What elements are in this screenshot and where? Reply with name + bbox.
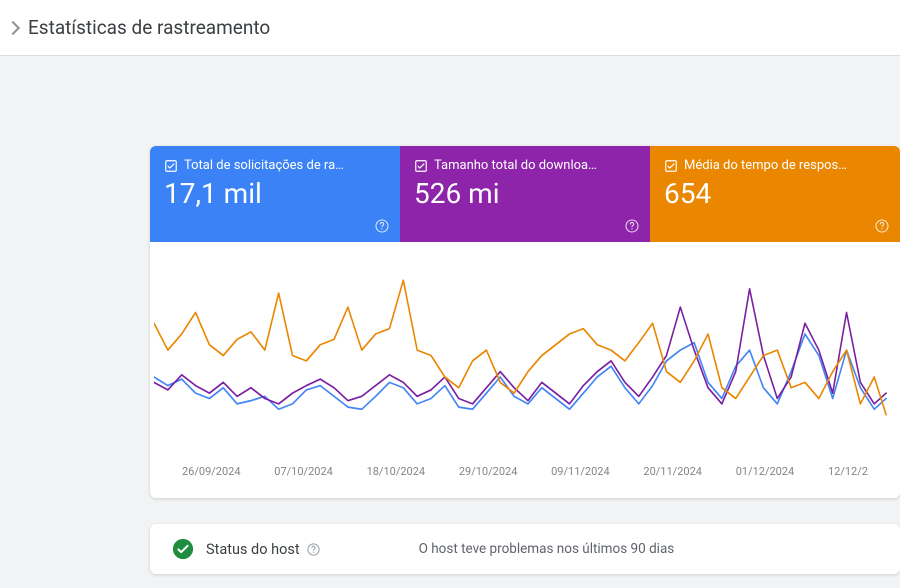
metric-card-0[interactable]: Total de solicitações de ra… 17,1 mil	[150, 146, 400, 242]
host-status-message: O host teve problemas nos últimos 90 dia…	[419, 541, 675, 557]
x-axis-label: 01/12/2024	[736, 465, 795, 478]
metric-card-2[interactable]: Média do tempo de respos… 654	[650, 146, 900, 242]
help-icon[interactable]	[306, 542, 321, 557]
metric-card-value: 654	[664, 179, 886, 210]
x-axis-label: 29/10/2024	[459, 465, 518, 478]
host-status-panel[interactable]: Status do host O host teve problemas nos…	[150, 524, 900, 574]
chevron-right-icon	[6, 20, 20, 34]
checkbox-icon[interactable]	[414, 159, 428, 173]
metric-card-label: Tamanho total do downloa…	[434, 158, 597, 173]
chart-area: 26/09/2024 07/10/2024 18/10/2024 29/10/2024…	[150, 242, 900, 498]
metric-card-label: Total de solicitações de ra…	[184, 158, 344, 173]
host-status-label: Status do host	[206, 541, 300, 558]
chart-series-download	[154, 289, 886, 404]
host-status-title: Status do host	[206, 541, 321, 558]
help-icon[interactable]	[874, 218, 890, 234]
check-circle-icon	[172, 538, 194, 560]
checkbox-icon[interactable]	[164, 159, 178, 173]
x-axis-label: 26/09/2024	[182, 465, 241, 478]
x-axis-label: 09/11/2024	[551, 465, 610, 478]
metric-card-value: 526 mi	[414, 179, 636, 210]
page-header: Estatísticas de rastreamento	[0, 0, 900, 56]
x-axis-label: 07/10/2024	[274, 465, 333, 478]
chart-x-axis: 26/09/2024 07/10/2024 18/10/2024 29/10/2024…	[154, 463, 896, 494]
help-icon[interactable]	[624, 218, 640, 234]
metric-card-1[interactable]: Tamanho total do downloa… 526 mi	[400, 146, 650, 242]
page-title: Estatísticas de rastreamento	[28, 16, 270, 39]
content-area: Total de solicitações de ra… 17,1 mil Tama…	[0, 56, 900, 574]
metric-card-header: Média do tempo de respos…	[664, 158, 886, 173]
line-chart	[154, 248, 896, 463]
x-axis-label: 18/10/2024	[367, 465, 426, 478]
metric-card-label: Média do tempo de respos…	[684, 158, 847, 173]
checkbox-icon[interactable]	[664, 159, 678, 173]
x-axis-label: 20/11/2024	[643, 465, 702, 478]
crawl-stats-panel: Total de solicitações de ra… 17,1 mil Tama…	[150, 146, 900, 498]
help-icon[interactable]	[374, 218, 390, 234]
metric-card-header: Total de solicitações de ra…	[164, 158, 386, 173]
metric-card-value: 17,1 mil	[164, 179, 386, 210]
metric-card-header: Tamanho total do downloa…	[414, 158, 636, 173]
metric-cards-row: Total de solicitações de ra… 17,1 mil Tama…	[150, 146, 900, 242]
x-axis-label: 12/12/2	[828, 465, 868, 478]
